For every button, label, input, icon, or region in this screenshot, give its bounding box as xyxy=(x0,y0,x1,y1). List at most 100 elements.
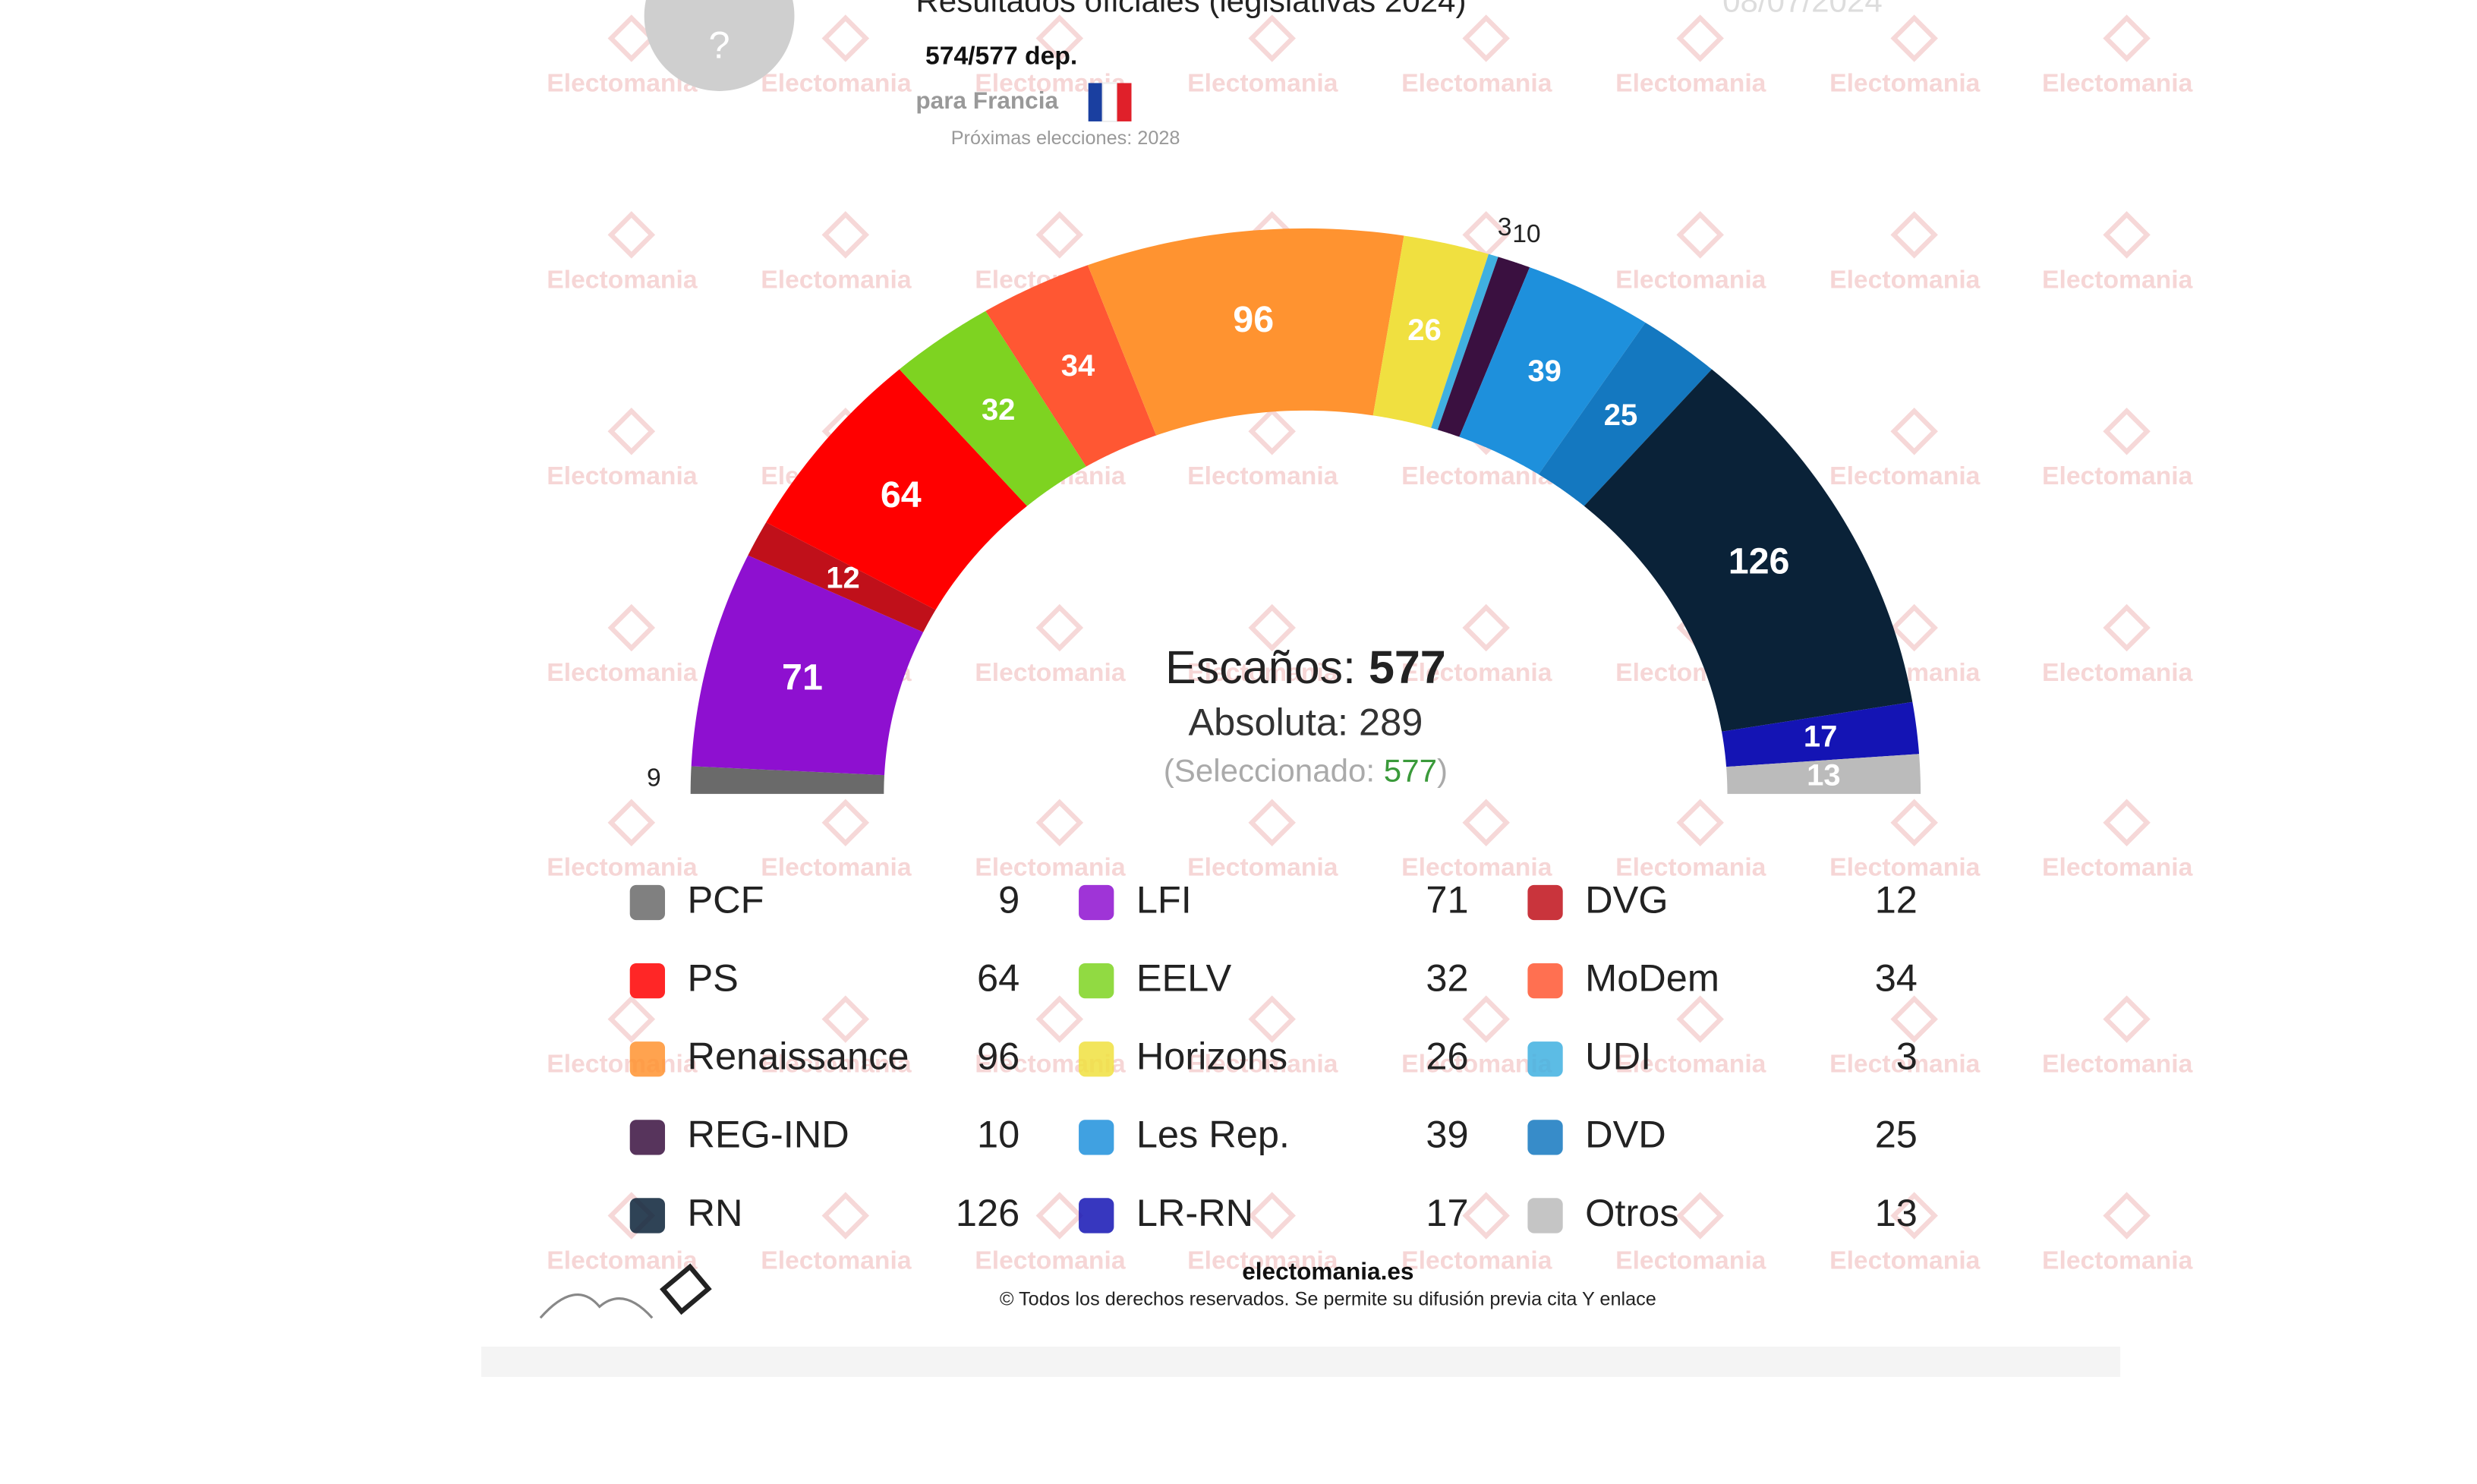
legend-icon xyxy=(1079,1041,1114,1077)
legend-name: PS xyxy=(687,956,738,999)
majority-value: 289 xyxy=(1359,701,1423,744)
legend-value: 71 xyxy=(1426,877,1468,921)
watermark-icon xyxy=(2103,407,2151,455)
seats: Escaños: 577 xyxy=(1165,641,1446,693)
watermark: Electomania xyxy=(975,1246,1126,1274)
watermark: Electomania xyxy=(547,1051,698,1079)
watermark-icon xyxy=(607,14,656,62)
seat-segment xyxy=(1437,257,1530,437)
data-label: 96 xyxy=(1233,299,1274,340)
flag xyxy=(1101,82,1118,122)
legend-name: RN xyxy=(687,1191,742,1234)
legend-value: 12 xyxy=(1875,877,1918,921)
logo xyxy=(660,1263,712,1315)
watermark-icon xyxy=(2103,14,2151,62)
watermark-icon xyxy=(1462,211,1510,259)
watermark-icon xyxy=(1462,603,1510,652)
watermark-icon xyxy=(2103,603,2151,652)
watermark: Electomania xyxy=(1615,69,1766,97)
legend-icon xyxy=(629,963,666,999)
watermark-icon xyxy=(1462,14,1510,62)
watermark: Electomania xyxy=(2042,1051,2193,1079)
watermark: Electomania xyxy=(1829,854,1981,882)
avatar-text: ? xyxy=(709,23,730,66)
watermark-icon xyxy=(1035,14,1084,62)
seat-segment xyxy=(748,522,936,632)
watermark: Electomania xyxy=(1187,1051,1338,1079)
logo-wave xyxy=(539,1293,654,1319)
watermark-icon xyxy=(1248,603,1296,652)
legend-name: Horizons xyxy=(1136,1035,1287,1078)
flag xyxy=(1117,83,1132,121)
watermark: Electomania xyxy=(1187,659,1338,687)
seat-segment xyxy=(985,265,1157,467)
legend-name: UDI xyxy=(1585,1035,1651,1078)
seat-segment xyxy=(1431,254,1498,430)
watermark-icon xyxy=(1890,407,1938,455)
watermark: Electomania xyxy=(761,1246,912,1274)
watermark: Electomania xyxy=(1615,854,1766,882)
watermark-icon xyxy=(1035,995,1084,1043)
watermark-icon xyxy=(2103,995,2151,1043)
watermark: Electomania xyxy=(2042,854,2193,882)
data-label: 13 xyxy=(1807,758,1840,792)
watermark-icon xyxy=(821,14,870,62)
watermark-icon xyxy=(1035,799,1084,847)
majority: Absoluta: 289 xyxy=(1188,701,1423,744)
watermark: Electomania xyxy=(761,1051,912,1079)
legend-icon xyxy=(1527,884,1563,921)
watermark-icon xyxy=(1676,211,1724,259)
watermark-icon xyxy=(1890,211,1938,259)
legend-icon xyxy=(629,1120,666,1155)
legend-icon xyxy=(629,1041,666,1077)
title: Resultados oficiales (legislativas 2024) xyxy=(915,0,1466,18)
legend-name: Renaissance xyxy=(687,1035,909,1078)
watermark-icon xyxy=(2103,1192,2151,1240)
watermark: Electomania xyxy=(547,854,698,882)
watermark: Electomania xyxy=(1187,854,1338,882)
watermark-icon xyxy=(607,799,656,847)
data-label: 71 xyxy=(782,657,823,698)
watermark-icon xyxy=(2103,799,2151,847)
seat-segment xyxy=(1372,235,1489,428)
selected-label: (Seleccionado: xyxy=(1164,753,1375,789)
legend-value: 13 xyxy=(1875,1191,1918,1234)
legend-icon xyxy=(629,884,666,921)
watermark: Electomania xyxy=(1829,1246,1981,1274)
data-label: 26 xyxy=(1407,313,1441,347)
watermark-icon xyxy=(1462,995,1510,1043)
legend-icon xyxy=(1527,1041,1563,1077)
legend-icon xyxy=(1527,1198,1563,1234)
seat-segment xyxy=(1726,754,1921,794)
watermark-icon xyxy=(1462,799,1510,847)
legend-icon xyxy=(1079,1120,1114,1155)
watermark: Electomania xyxy=(1615,1051,1766,1079)
next-election: Próximas elecciones: 2028 xyxy=(951,128,1180,149)
watermark: Electomania xyxy=(975,854,1126,882)
watermark-icon xyxy=(1676,1192,1724,1240)
legend-value: 10 xyxy=(977,1113,1019,1156)
watermark-icon xyxy=(607,211,656,259)
watermark: Electomania xyxy=(1187,462,1338,490)
data-label: 10 xyxy=(1512,220,1540,248)
watermark: Electomania xyxy=(2042,462,2193,490)
watermark-icon xyxy=(821,1192,870,1240)
legend-name: LFI xyxy=(1136,877,1192,921)
selected-close: ) xyxy=(1437,753,1448,789)
flag xyxy=(1088,83,1103,121)
watermark-icon xyxy=(1248,995,1296,1043)
seat-segment xyxy=(690,766,884,794)
watermark-icon xyxy=(821,211,870,259)
watermark: Electomania xyxy=(1615,266,1766,294)
watermark: Electomania xyxy=(1615,1246,1766,1274)
legend-name: DVG xyxy=(1585,877,1668,921)
data-label: 25 xyxy=(1604,399,1637,432)
seat-segment xyxy=(691,555,924,776)
legend-icon xyxy=(1079,884,1114,921)
watermark-icon xyxy=(2103,211,2151,259)
legend-name: MoDem xyxy=(1585,956,1719,999)
seat-segment xyxy=(899,310,1086,506)
watermark: Electomania xyxy=(761,69,912,97)
watermark: Electomania xyxy=(761,854,912,882)
